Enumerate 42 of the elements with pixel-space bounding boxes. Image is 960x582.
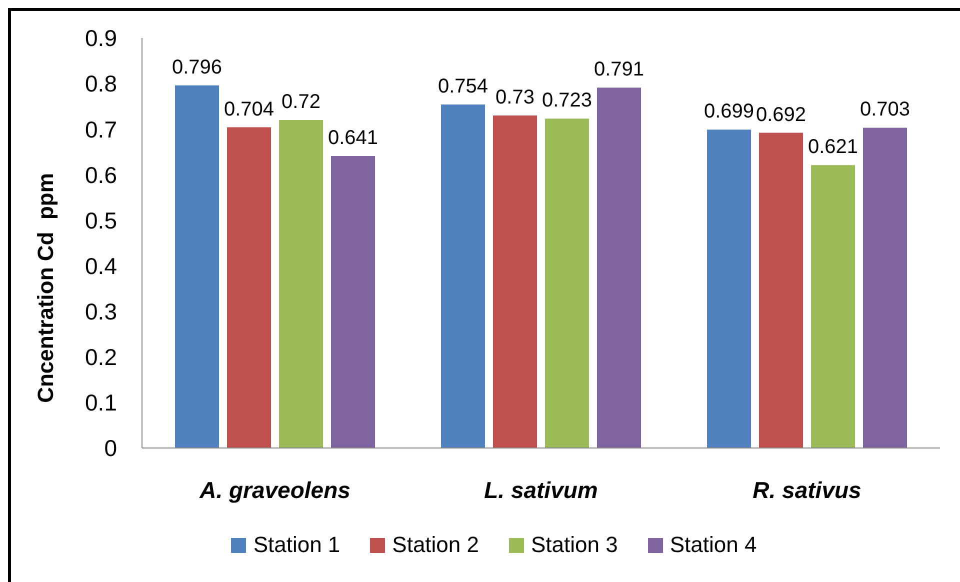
data-label: 0.703 bbox=[860, 98, 910, 121]
data-label: 0.692 bbox=[756, 104, 806, 126]
y-tick-label: 0.7 bbox=[85, 116, 117, 142]
x-tick-label: L. sativum bbox=[484, 477, 598, 503]
y-axis-title: Cncentration Cd ppm bbox=[33, 173, 59, 403]
data-label: 0.73 bbox=[496, 86, 534, 108]
y-tick-label: 0.5 bbox=[85, 207, 117, 234]
data-label: 0.791 bbox=[594, 58, 644, 81]
bar bbox=[707, 130, 751, 448]
y-tick-label: 0.4 bbox=[85, 252, 118, 279]
y-tick-label: 0.2 bbox=[85, 344, 117, 370]
bar bbox=[227, 127, 271, 448]
bar bbox=[811, 165, 855, 448]
x-tick-label: R. sativus bbox=[752, 477, 862, 503]
y-tick-label: 0.9 bbox=[85, 25, 117, 52]
bar bbox=[441, 104, 485, 448]
bar bbox=[279, 120, 323, 448]
legend-label: Station 4 bbox=[670, 532, 757, 558]
data-label: 0.641 bbox=[328, 126, 378, 149]
data-label: 0.754 bbox=[438, 76, 488, 98]
bar bbox=[759, 132, 803, 448]
data-label: 0.699 bbox=[704, 100, 754, 123]
data-label: 0.621 bbox=[808, 136, 858, 158]
y-tick-label: 0.1 bbox=[85, 390, 117, 416]
bar bbox=[493, 115, 537, 448]
bar bbox=[597, 88, 641, 448]
bar bbox=[863, 128, 907, 448]
data-label: 0.796 bbox=[172, 56, 222, 78]
y-tick-label: 0.6 bbox=[85, 162, 117, 188]
y-tick-label: 0.8 bbox=[85, 70, 117, 97]
data-label: 0.723 bbox=[542, 90, 592, 112]
bar bbox=[545, 118, 589, 448]
legend-label: Station 1 bbox=[253, 532, 340, 558]
legend-label: Station 3 bbox=[531, 532, 618, 558]
data-label: 0.72 bbox=[282, 91, 320, 113]
y-tick-label: 0.3 bbox=[85, 298, 117, 324]
x-tick-label: A. graveolens bbox=[198, 477, 350, 503]
bar bbox=[331, 156, 375, 448]
bar bbox=[175, 85, 219, 448]
y-tick-label: 0 bbox=[104, 435, 117, 462]
legend-label: Station 2 bbox=[392, 532, 479, 558]
data-label: 0.704 bbox=[224, 98, 274, 120]
